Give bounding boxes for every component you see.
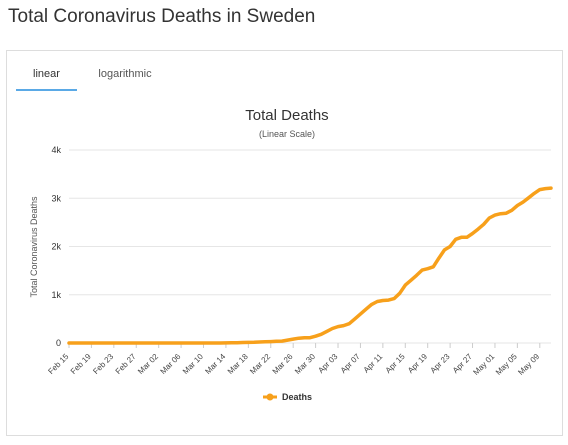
x-tick-label: Feb 27 [114, 352, 138, 376]
series-layer [67, 186, 553, 345]
legend-marker-dot [266, 393, 274, 401]
x-tick-label: Feb 23 [91, 352, 115, 376]
x-tick-label: Apr 03 [316, 352, 339, 375]
y-tick-label: 0 [56, 338, 61, 348]
x-tick-label: Apr 23 [428, 352, 451, 375]
x-tick-label: May 01 [471, 352, 496, 377]
legend-label: Deaths [282, 392, 312, 402]
page-title: Total Coronavirus Deaths in Sweden [8, 6, 316, 27]
x-tick-label: Mar 14 [203, 352, 227, 376]
x-tick-label: May 05 [494, 352, 519, 377]
legend[interactable]: Deaths [263, 392, 312, 402]
series-line-deaths[interactable] [67, 186, 553, 345]
y-tick-label: 4k [51, 145, 61, 155]
x-tick-label: Apr 19 [406, 352, 429, 375]
x-tick-label: Feb 19 [69, 352, 93, 376]
x-tick-label: Feb 15 [46, 352, 70, 376]
y-tick-label: 3k [51, 193, 61, 203]
grid-lines [69, 149, 551, 344]
x-tick-label: Apr 15 [384, 352, 407, 375]
x-tick-label: May 09 [516, 352, 541, 377]
x-tick-label: Mar 10 [181, 352, 205, 376]
x-tick-label: Apr 07 [339, 352, 362, 375]
x-tick-label: Mar 06 [159, 352, 183, 376]
tab-linear[interactable]: linear [16, 51, 77, 91]
y-axis-label: Total Coronavirus Deaths [29, 196, 39, 298]
y-tick-label: 2k [51, 242, 61, 252]
x-tick-label: Apr 27 [451, 352, 474, 375]
x-tick-label: Mar 22 [248, 352, 272, 376]
chart-subtitle: (Linear Scale) [259, 129, 315, 139]
tab-logarithmic[interactable]: logarithmic [98, 68, 152, 80]
x-tick-label: Mar 18 [226, 352, 250, 376]
y-tick-label: 1k [51, 290, 61, 300]
line-chart: Total Deaths (Linear Scale) Total Corona… [29, 107, 553, 402]
x-tick-label: Mar 26 [271, 352, 295, 376]
chart-panel: linear logarithmic Total Deaths (Linear … [6, 50, 563, 436]
chart-title: Total Deaths [245, 107, 328, 124]
x-tick-label: Mar 02 [136, 352, 160, 376]
y-axis-ticks: 0 1k 2k 3k 4k [51, 145, 61, 348]
x-tick-label: Mar 30 [293, 352, 317, 376]
x-tick-label: Apr 11 [362, 352, 385, 375]
